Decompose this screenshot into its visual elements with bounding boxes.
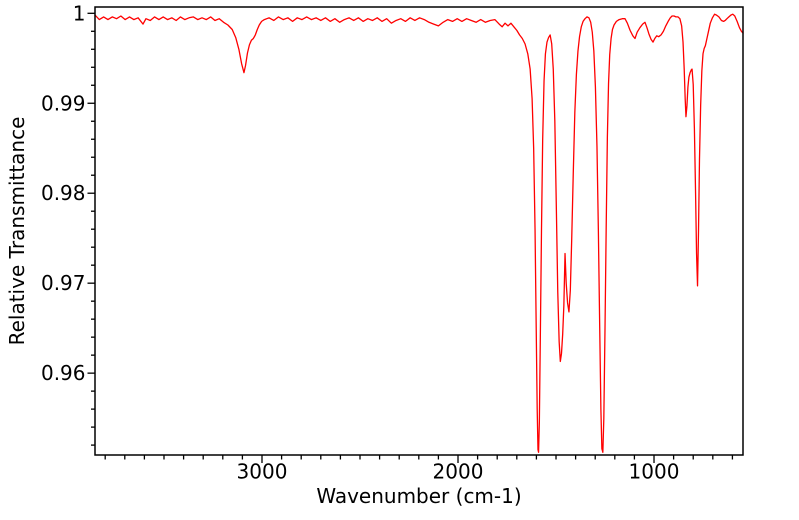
y-tick-label: 0.96	[41, 361, 86, 385]
x-tick-label: 1000	[629, 460, 680, 484]
y-axis-label: Relative Transmittance	[5, 117, 29, 346]
plot-border	[94, 6, 744, 456]
axis-tick-labels: 3000 2000 1000 1 0.99 0.98 0.97 0.96	[41, 1, 679, 483]
y-tick-label: 0.97	[41, 271, 86, 295]
x-tick-label: 2000	[433, 460, 484, 484]
y-tick-label: 0.99	[41, 91, 86, 115]
y-tick-label: 1	[73, 1, 86, 25]
x-axis-label: Wavenumber (cm-1)	[316, 484, 521, 508]
x-tick-label: 3000	[237, 460, 288, 484]
axis-ticks	[87, 12, 734, 463]
y-tick-label: 0.98	[41, 181, 86, 205]
spectrum-line	[94, 13, 744, 453]
